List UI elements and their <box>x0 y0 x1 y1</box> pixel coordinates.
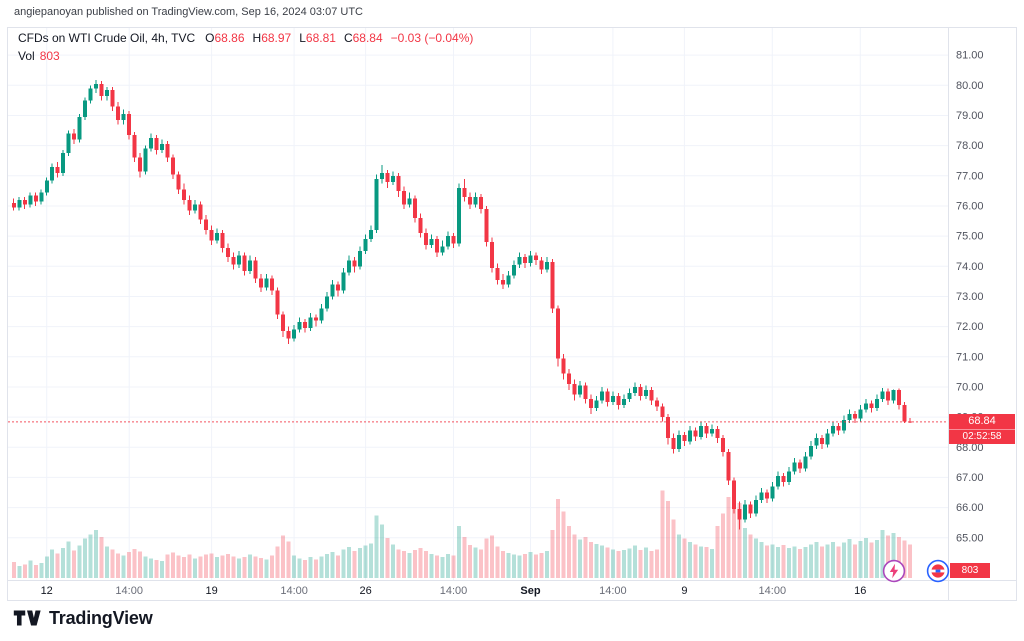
time-axis-labels[interactable]: 12 14:00 19 14:00 26 14:00 Sep 14:00 9 14:00 16 <box>41 585 867 597</box>
boost-lightning-icon[interactable] <box>882 559 906 583</box>
svg-text:73.00: 73.00 <box>956 291 984 303</box>
volume-value-badge: 803 <box>950 563 990 578</box>
attribution-text: angiepanoyan published on TradingView.co… <box>14 6 363 18</box>
svg-text:68.00: 68.00 <box>956 442 984 454</box>
symbol-title[interactable]: CFDs on WTI Crude Oil, 4h, TVC <box>18 31 196 45</box>
svg-text:9: 9 <box>681 585 687 597</box>
volume-label: Vol <box>18 49 35 63</box>
svg-text:79.00: 79.00 <box>956 110 984 122</box>
close-value: C68.84 <box>343 31 383 45</box>
svg-text:14:00: 14:00 <box>115 585 143 597</box>
candlestick-chart: 81.00 80.00 79.00 78.00 77.00 76.00 75.00 74.00… <box>8 28 1016 600</box>
svg-text:14:00: 14:00 <box>759 585 787 597</box>
svg-text:77.00: 77.00 <box>956 170 984 182</box>
svg-text:65.00: 65.00 <box>956 532 984 544</box>
svg-text:80.00: 80.00 <box>956 80 984 92</box>
open-value: O68.86 <box>205 31 245 45</box>
svg-text:12: 12 <box>41 585 53 597</box>
svg-text:78.00: 78.00 <box>956 140 984 152</box>
brand-name: TradingView <box>49 607 153 628</box>
svg-text:16: 16 <box>854 585 866 597</box>
svg-text:76.00: 76.00 <box>956 201 984 213</box>
chart-legend[interactable]: CFDs on WTI Crude Oil, 4h, TVC O68.86 H6… <box>18 31 473 67</box>
svg-text:14:00: 14:00 <box>599 585 627 597</box>
svg-text:71.00: 71.00 <box>956 351 984 363</box>
svg-text:81.00: 81.00 <box>956 50 984 62</box>
tradingview-glyph-icon <box>13 610 41 626</box>
bar-countdown-badge: 02:52:58 <box>949 429 1015 444</box>
svg-text:Sep: Sep <box>520 585 540 597</box>
svg-text:67.00: 67.00 <box>956 472 984 484</box>
volume-value: 803 <box>39 49 60 63</box>
last-price-badge: 68.84 <box>949 414 1015 429</box>
legend-volume-row: Vol 803 <box>18 49 473 67</box>
axis-borders <box>8 28 1016 600</box>
svg-text:14:00: 14:00 <box>280 585 308 597</box>
svg-text:72.00: 72.00 <box>956 321 984 333</box>
tradingview-logo[interactable]: TradingView <box>12 607 153 629</box>
legend-symbol-row: CFDs on WTI Crude Oil, 4h, TVC O68.86 H6… <box>18 31 473 49</box>
candles <box>11 80 912 530</box>
svg-text:70.00: 70.00 <box>956 382 984 394</box>
grid-lines <box>8 28 948 580</box>
high-value: H68.97 <box>252 31 292 45</box>
volume-bars <box>11 482 912 579</box>
svg-text:19: 19 <box>205 585 217 597</box>
change-value: −0.03 (−0.04%) <box>390 31 474 45</box>
svg-text:74.00: 74.00 <box>956 261 984 273</box>
svg-text:75.00: 75.00 <box>956 231 984 243</box>
svg-text:14:00: 14:00 <box>440 585 468 597</box>
chart-area[interactable]: 81.00 80.00 79.00 78.00 77.00 76.00 75.00 74.00… <box>7 27 1017 601</box>
svg-text:26: 26 <box>359 585 371 597</box>
low-value: L68.81 <box>299 31 336 45</box>
economic-event-icon[interactable] <box>926 559 950 583</box>
price-axis-labels[interactable]: 81.00 80.00 79.00 78.00 77.00 76.00 75.00 74.00… <box>956 50 984 545</box>
svg-text:66.00: 66.00 <box>956 502 984 514</box>
